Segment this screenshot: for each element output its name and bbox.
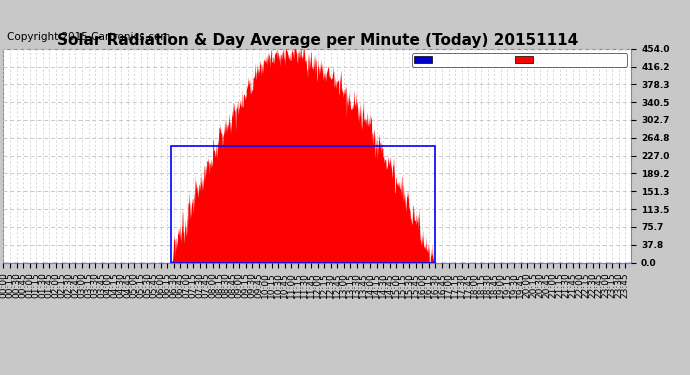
Legend: Median (W/m2), Radiation (W/m2): Median (W/m2), Radiation (W/m2) (412, 53, 627, 67)
Text: Copyright 2015 Cartronics.com: Copyright 2015 Cartronics.com (7, 32, 170, 42)
Title: Solar Radiation & Day Average per Minute (Today) 20151114: Solar Radiation & Day Average per Minute… (57, 33, 578, 48)
Bar (171, 146, 435, 262)
